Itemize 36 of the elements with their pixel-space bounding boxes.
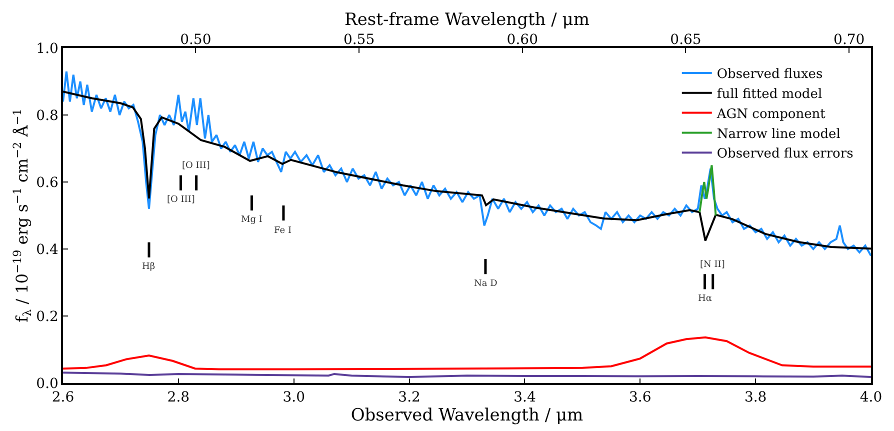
y-tick-label: 0.6: [36, 174, 59, 191]
x-tick-label: 3.8: [744, 390, 767, 406]
annotation: Hα: [698, 294, 712, 304]
x2-axis-title: Rest-frame Wavelength / μm: [344, 10, 590, 30]
x-tick-label: 3.0: [282, 390, 305, 406]
y-tick-label: 1.0: [36, 40, 58, 57]
x2-tick-label: 0.70: [834, 32, 865, 48]
y-tick-label: 0.2: [36, 308, 58, 325]
y-tick-label: 0.0: [36, 376, 58, 392]
x-tick-label: 2.6: [52, 390, 74, 406]
x2-tick-label: 0.55: [343, 32, 375, 48]
y-tick-label: 0.4: [36, 242, 59, 258]
annotation: Mg I: [241, 215, 263, 225]
x-tick-label: 3.2: [398, 390, 420, 406]
x-tick-label: 3.4: [514, 390, 536, 406]
y-tick-label: 0.8: [36, 108, 58, 124]
x2-tick-label: 0.50: [180, 32, 212, 48]
x-tick-label: 4.0: [860, 390, 882, 406]
annotation: Fe I: [274, 226, 292, 236]
annotation: [N II]: [700, 260, 725, 270]
legend-label: AGN component: [716, 106, 826, 122]
annotation: [O III]: [167, 195, 195, 205]
annotation: Na D: [474, 279, 498, 289]
legend-label: Observed fluxes: [716, 67, 823, 82]
x-tick-label: 2.8: [167, 390, 190, 406]
x-tick-label: 3.6: [629, 390, 652, 406]
line-series: [63, 336, 871, 370]
x2-tick-label: 0.65: [670, 32, 702, 48]
legend-label: Narrow line model: [716, 126, 840, 142]
annotation: Hβ: [142, 262, 156, 272]
x-axis-title: Observed Wavelength / μm: [350, 406, 584, 426]
legend-label: full fitted model: [716, 86, 822, 102]
line-series: [698, 164, 717, 216]
x2-tick-label: 0.60: [506, 32, 538, 48]
legend-label: Observed flux errors: [716, 146, 854, 162]
annotation: [O III]: [182, 161, 210, 171]
